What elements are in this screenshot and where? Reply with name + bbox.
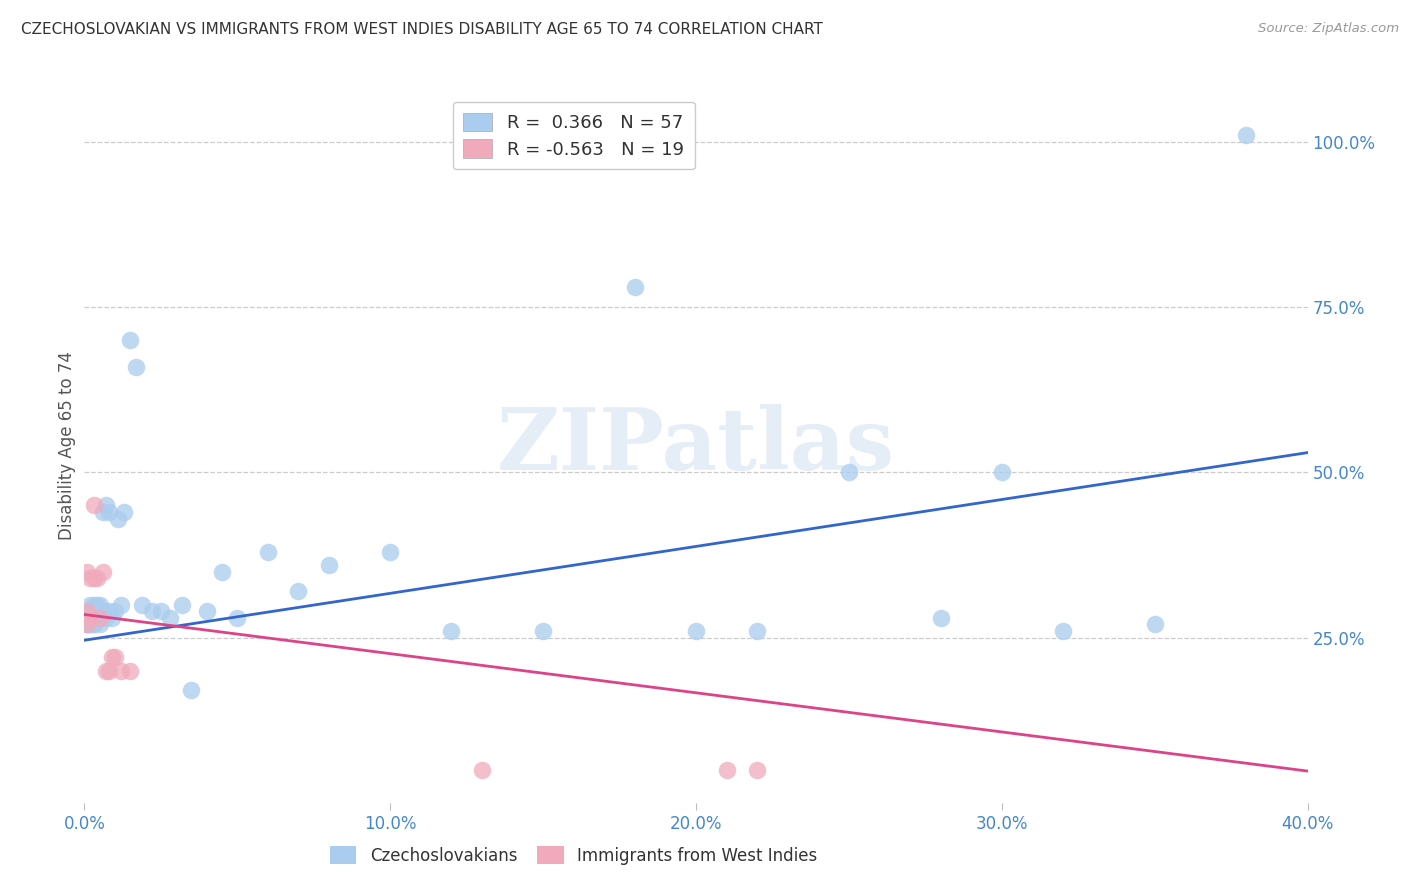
Point (110, 598, 132, 612)
Text: CZECHOSLOVAKIAN VS IMMIGRANTS FROM WEST INDIES DISABILITY AGE 65 TO 74 CORRELATI: CZECHOSLOVAKIAN VS IMMIGRANTS FROM WEST … (21, 22, 823, 37)
Point (89, 604, 111, 618)
Point (747, 624, 769, 638)
Point (79, 617, 101, 632)
Point (101, 611, 124, 625)
Point (94, 611, 117, 625)
Y-axis label: Disability Age 65 to 74: Disability Age 65 to 74 (58, 351, 76, 541)
Point (180, 683, 202, 698)
Point (91, 565, 114, 579)
Point (76, 617, 98, 632)
Point (76, 604, 98, 618)
Point (131, 598, 153, 612)
Point (531, 624, 554, 638)
Point (624, 280, 647, 294)
Point (716, 763, 738, 777)
Point (86, 611, 108, 625)
Point (86, 598, 108, 612)
Point (101, 650, 124, 665)
Point (79, 571, 101, 585)
Point (86, 604, 108, 618)
Point (1236, 128, 1258, 143)
Point (79, 617, 101, 632)
Legend: Czechoslovakians, Immigrants from West Indies: Czechoslovakians, Immigrants from West I… (322, 838, 825, 873)
Point (83, 571, 105, 585)
Point (141, 604, 163, 618)
Point (149, 604, 172, 618)
Point (94, 664, 117, 678)
Point (91, 505, 114, 519)
Point (838, 466, 860, 480)
Point (104, 604, 127, 618)
Point (76, 611, 98, 625)
Point (471, 763, 494, 777)
Point (172, 598, 194, 612)
Point (79, 611, 101, 625)
Point (440, 624, 463, 638)
Point (97, 604, 120, 618)
Point (97, 664, 120, 678)
Point (112, 505, 135, 519)
Point (226, 611, 249, 625)
Point (89, 611, 111, 625)
Point (929, 611, 952, 625)
Point (76, 617, 98, 632)
Point (211, 565, 233, 579)
Point (76, 617, 98, 632)
Point (83, 598, 105, 612)
Point (83, 617, 105, 632)
Point (380, 545, 402, 559)
Point (89, 611, 111, 625)
Point (83, 611, 105, 625)
Point (107, 511, 129, 525)
Text: Source: ZipAtlas.com: Source: ZipAtlas.com (1258, 22, 1399, 36)
Point (76, 604, 98, 618)
Point (89, 598, 111, 612)
Point (79, 604, 101, 618)
Point (1052, 624, 1074, 638)
Point (94, 499, 117, 513)
Text: ZIPatlas: ZIPatlas (496, 404, 896, 488)
Point (747, 763, 769, 777)
Point (79, 598, 101, 612)
Point (195, 604, 218, 618)
Point (318, 558, 340, 572)
Point (1143, 617, 1166, 632)
Point (86, 571, 108, 585)
Point (110, 664, 132, 678)
Point (91, 604, 114, 618)
Point (83, 617, 105, 632)
Point (120, 333, 142, 347)
Point (89, 617, 111, 632)
Point (257, 545, 280, 559)
Point (97, 505, 120, 519)
Point (79, 611, 101, 625)
Point (991, 466, 1014, 480)
Point (83, 499, 105, 513)
Point (120, 664, 142, 678)
Point (125, 359, 148, 374)
Point (104, 650, 127, 665)
Point (76, 565, 98, 579)
Point (685, 624, 707, 638)
Point (287, 584, 309, 599)
Point (159, 611, 181, 625)
